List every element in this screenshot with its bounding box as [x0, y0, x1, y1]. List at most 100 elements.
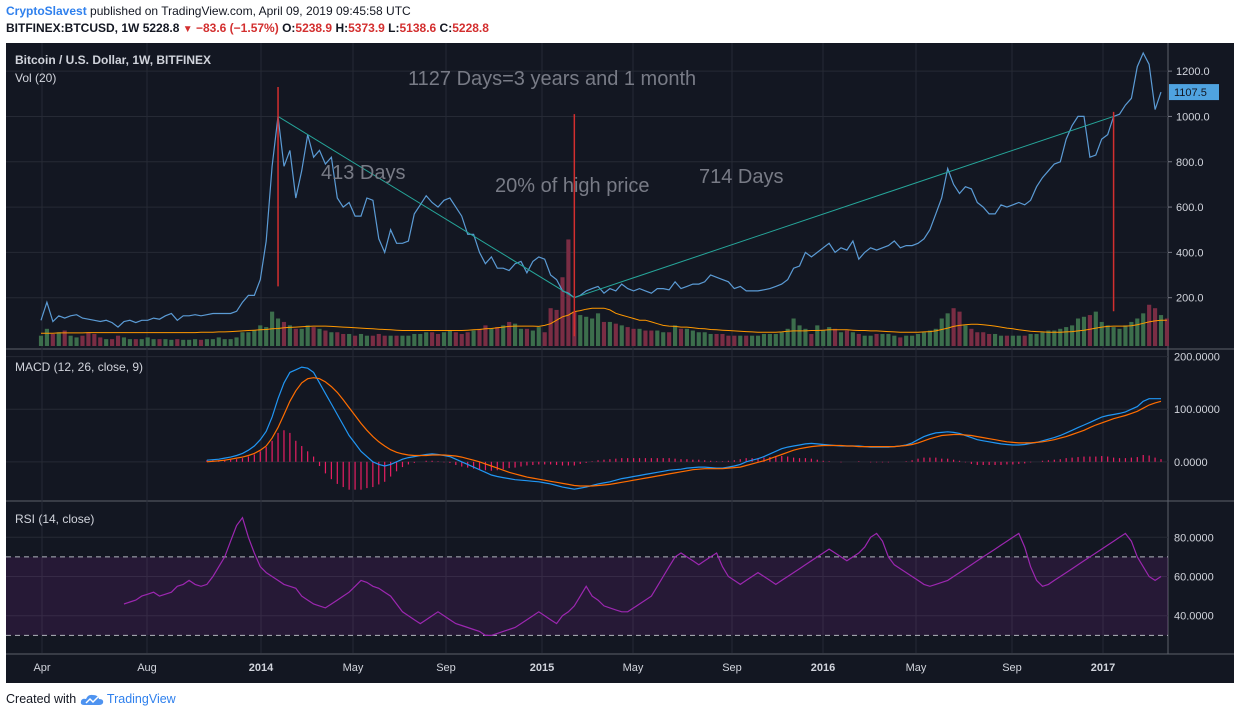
price-axis-label: 1200.0: [1176, 66, 1210, 78]
volume-bar: [412, 333, 417, 346]
volume-bar: [281, 321, 287, 346]
volume-bar: [110, 339, 115, 346]
time-axis-label: 2017: [1091, 662, 1115, 674]
volume-bar: [104, 339, 109, 346]
rsi-axis-label: 40.0000: [1174, 611, 1214, 623]
volume-bar: [1016, 335, 1021, 346]
low-label: L:: [388, 21, 400, 35]
tradingview-cloud-icon: [80, 694, 103, 705]
volume-bar: [145, 337, 150, 346]
volume-bar: [844, 330, 849, 346]
volume-bar: [513, 323, 518, 346]
volume-bar: [317, 328, 322, 346]
price-axis-label: 200.0: [1176, 293, 1204, 305]
close-value: 5228.8: [452, 21, 489, 35]
volume-bar: [761, 333, 767, 346]
volume-bar: [702, 332, 707, 346]
volume-bar: [1046, 330, 1051, 346]
time-axis-label: 2015: [530, 662, 554, 674]
trading-chart[interactable]: Apr Aug 2014 May Sep 2015 May Sep 2016 May Sep 2017…: [6, 43, 1234, 683]
volume-bar: [892, 335, 897, 346]
volume-bar: [38, 335, 44, 346]
time-axis-label: May: [906, 662, 927, 674]
time-axis-label: Sep: [436, 662, 456, 674]
price-axis-label: 1000.0: [1176, 111, 1210, 123]
volume-bar: [904, 335, 909, 346]
volume-bar: [1075, 318, 1081, 346]
volume-bar: [1123, 325, 1128, 346]
close-label: C:: [439, 21, 453, 35]
volume-bar: [453, 332, 458, 346]
volume-bar: [987, 333, 992, 346]
volume-bar: [501, 325, 506, 346]
volume-bar: [364, 335, 369, 346]
volume-bar: [127, 339, 132, 346]
volume-bar: [495, 327, 500, 346]
volume-bar: [370, 335, 375, 346]
volume-bar: [678, 328, 684, 346]
volume-bar: [471, 330, 476, 346]
low-value: 5138.6: [399, 21, 437, 35]
price-axis-label: 600.0: [1176, 202, 1204, 214]
rsi-axis-label: 80.0000: [1174, 532, 1214, 544]
time-axis-label: 2016: [811, 662, 835, 674]
volume-bar: [1164, 318, 1169, 346]
volume-bar: [874, 333, 879, 346]
time-axis-label: May: [623, 662, 644, 674]
chart-grid: [6, 43, 1234, 655]
time-axis-label: Sep: [722, 662, 742, 674]
volume-bar: [353, 335, 358, 346]
down-arrow-icon: ▼: [182, 24, 193, 35]
volume-bar: [933, 328, 938, 346]
volume-bar: [637, 328, 642, 346]
volume-bar: [1064, 327, 1069, 346]
volume-bar: [477, 328, 482, 346]
volume-bar: [649, 330, 654, 346]
price-axis-label: 800.0: [1176, 157, 1204, 169]
volume-bar: [661, 332, 666, 346]
volume-bar: [198, 339, 204, 346]
volume-bar: [738, 335, 743, 346]
axes: Apr Aug 2014 May Sep 2015 May Sep 2016 May Sep 2017…: [33, 66, 1219, 674]
volume-bar: [726, 335, 731, 346]
volume-bar: [696, 332, 701, 346]
volume-bar: [939, 318, 944, 346]
volume-bar: [821, 330, 826, 346]
price-axis-label: 400.0: [1176, 247, 1204, 259]
volume-bar: [1004, 335, 1009, 346]
time-axis-label: Apr: [33, 662, 50, 674]
volume-bar: [921, 332, 927, 346]
volume-bar: [619, 325, 624, 346]
volume-bar: [838, 332, 844, 346]
macd-axis-label: 100.0000: [1174, 404, 1220, 416]
volume-bar: [613, 323, 618, 346]
rsi-series: [6, 516, 1168, 637]
symbol-label: BITFINEX:BTCUSD, 1W: [6, 21, 140, 35]
volume-bar: [424, 332, 429, 346]
volume-bar: [193, 339, 198, 346]
volume-bar: [732, 335, 737, 346]
volume-bar: [430, 332, 435, 346]
volume-bar: [1028, 333, 1033, 346]
price-change: −83.6 (−1.57%): [195, 21, 279, 35]
macd-axis-label: 200.0000: [1174, 352, 1220, 364]
volume-bar: [246, 332, 251, 346]
volume-bar: [62, 330, 67, 346]
volume-bar: [673, 325, 678, 346]
volume-bar: [750, 335, 755, 346]
volume-bar: [151, 339, 156, 346]
volume-bar: [797, 325, 802, 346]
volume-bar: [898, 337, 903, 346]
volume-bars: [38, 239, 1169, 346]
volume-bar: [163, 339, 168, 346]
volume-bar: [311, 327, 316, 346]
volume-bar: [80, 335, 85, 346]
author-link[interactable]: CryptoSlavest: [6, 4, 87, 18]
high-label: H:: [335, 21, 349, 35]
volume-bar: [667, 332, 672, 346]
tradingview-brand[interactable]: TradingView: [106, 692, 176, 706]
volume-bar: [1099, 321, 1104, 346]
volume-bar: [1141, 313, 1146, 346]
volume-bar: [767, 333, 772, 346]
volume-bar: [631, 328, 636, 346]
